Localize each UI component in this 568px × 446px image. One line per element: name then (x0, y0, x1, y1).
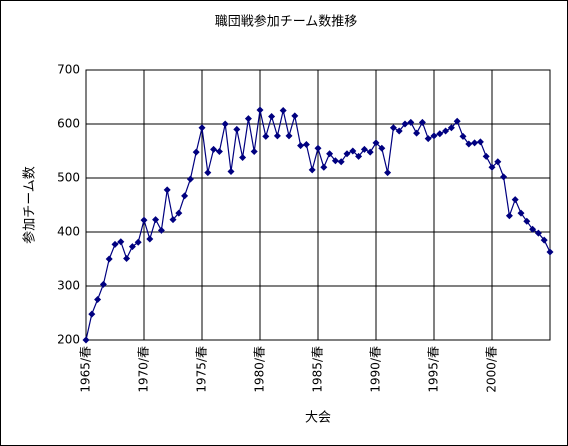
data-point (326, 150, 334, 158)
data-point (262, 132, 270, 140)
y-tick-label: 700 (57, 63, 80, 77)
x-tick-label: 1995/春 (427, 346, 441, 393)
x-tick-label: 1990/春 (369, 346, 383, 393)
data-point (128, 243, 136, 251)
data-point (244, 115, 252, 123)
data-point (111, 240, 119, 248)
data-point (488, 163, 496, 171)
data-point (308, 166, 316, 174)
x-tick-label: 1975/春 (195, 346, 209, 393)
y-tick-label: 400 (57, 225, 80, 239)
data-point (395, 127, 403, 135)
data-point (471, 139, 479, 147)
data-point (94, 296, 102, 303)
data-point (505, 212, 513, 220)
data-point (546, 248, 554, 256)
data-point (500, 173, 508, 181)
data-point (320, 163, 328, 171)
data-point (163, 186, 171, 194)
data-point (123, 254, 131, 262)
data-point (482, 152, 490, 160)
x-axis-label: 大会 (305, 411, 331, 426)
data-point (157, 226, 165, 234)
chart-title: 職団戦参加チーム数推移 (215, 14, 358, 30)
data-point (99, 280, 107, 288)
x-tick-label: 1965/春 (79, 346, 93, 393)
y-tick-label: 200 (57, 333, 80, 347)
data-point (291, 112, 299, 120)
data-point (418, 118, 426, 126)
data-point (134, 238, 142, 246)
x-tick-label: 1970/春 (137, 346, 151, 393)
y-tick-label: 300 (57, 279, 80, 293)
data-point (442, 127, 450, 135)
data-point (186, 175, 194, 183)
data-point (511, 196, 519, 204)
data-point (227, 168, 235, 176)
data-point (175, 209, 183, 217)
data-point (302, 141, 310, 149)
data-point (82, 336, 90, 344)
data-point (384, 169, 392, 177)
data-point (152, 216, 160, 224)
data-point (447, 124, 455, 132)
data-point (256, 106, 264, 114)
data-point (407, 118, 415, 126)
data-point (343, 150, 351, 158)
data-point (169, 216, 177, 224)
data-point (430, 132, 438, 140)
y-axis-label: 参加チーム数 (22, 166, 38, 244)
data-point (88, 310, 96, 318)
data-point (268, 112, 276, 120)
data-point (105, 255, 113, 263)
data-point (140, 216, 148, 224)
data-point (413, 129, 421, 137)
data-point (476, 138, 484, 146)
data-point (389, 124, 397, 132)
data-point (192, 148, 200, 156)
data-point (534, 229, 542, 237)
data-point (279, 107, 287, 114)
x-tick-label: 1985/春 (311, 346, 325, 393)
data-point (337, 158, 345, 166)
data-point (360, 145, 368, 153)
data-point (453, 117, 461, 125)
data-point (372, 139, 380, 147)
data-point (378, 144, 386, 152)
y-tick-label: 600 (57, 117, 80, 131)
data-point (331, 157, 339, 165)
data-point (146, 235, 154, 243)
data-point (250, 148, 258, 156)
data-point (424, 135, 432, 143)
data-point (355, 152, 363, 160)
data-point (401, 120, 409, 128)
data-point (494, 158, 502, 166)
data-point (517, 209, 525, 217)
data-point (204, 169, 212, 177)
data-point (221, 120, 229, 128)
data-point (540, 236, 548, 244)
data-point (349, 147, 357, 155)
data-point (273, 132, 281, 140)
data-point (523, 217, 531, 225)
data-point (239, 153, 247, 161)
data-point (366, 148, 374, 156)
data-point (436, 130, 444, 138)
data-point (465, 140, 473, 148)
data-point (529, 225, 537, 233)
data-point (459, 132, 467, 140)
x-tick-label: 2000/春 (485, 346, 499, 393)
data-point (297, 142, 305, 150)
data-point (314, 144, 322, 152)
data-point (181, 192, 189, 200)
data-point (215, 148, 223, 156)
data-point (285, 132, 293, 140)
data-point (233, 125, 241, 133)
y-tick-label: 500 (57, 171, 80, 185)
data-point (117, 238, 125, 246)
x-tick-label: 1980/春 (253, 346, 267, 393)
data-point (210, 145, 218, 153)
data-point (198, 124, 206, 132)
